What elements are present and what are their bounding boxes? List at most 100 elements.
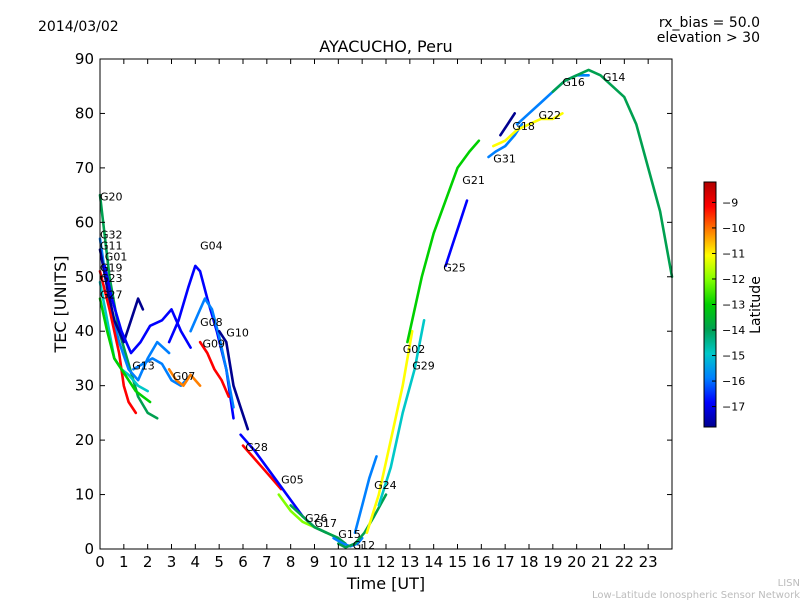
sat-label-g01: G01 [105,250,128,263]
colorbar-tick-label: −14 [722,324,745,337]
x-tick-label: 5 [214,553,224,571]
colorbar-tick-label: −17 [722,401,745,414]
plot-frame [99,58,673,550]
colorbar: −9 −10 −11 −12 −13 −14 −15 −16 −17 [703,181,745,428]
y-tick-label: 20 [75,431,94,449]
sat-label-g23: G23 [100,272,123,285]
series-g10 [217,329,250,431]
colorbar-tick-label: −13 [722,299,745,312]
series-g11 [98,248,145,344]
rx-bias-label: rx_bias = 50.0 [659,15,760,31]
x-tick-label: 12 [376,553,395,571]
series-g13 [132,357,192,388]
sat-label-g09: G09 [203,338,226,351]
x-tick-label: 2 [143,553,153,571]
sat-label-g08: G08 [200,316,223,329]
x-tick-label: 6 [238,553,248,571]
x-tick-label: 10 [329,553,348,571]
series-g28 [241,444,283,491]
x-tick-label: 16 [472,553,491,571]
x-tick-label: 21 [591,553,610,571]
x-tick-label: 9 [310,553,320,571]
colorbar-label: Latitude [748,276,764,334]
series-g24 [353,455,378,535]
colorbar-tick-label: −9 [722,196,738,209]
series-g29 [377,318,426,507]
sat-label-g22: G22 [539,109,562,122]
series-g07 [167,367,202,388]
colorbar-tick-label: −12 [722,273,745,286]
date-label: 2014/03/02 [38,19,119,35]
x-tick-label: 4 [191,553,201,571]
axes: 0 1 2 3 4 5 6 7 8 9 10 11 12 13 14 15 16 17 18 19 20 21 22 2301… [75,50,673,571]
series-g12 [336,493,388,549]
series-g22 [491,112,564,148]
colorbar-tick-label: −10 [722,222,745,235]
x-tick-label: 18 [519,553,538,571]
sat-label-g28: G28 [245,441,268,454]
x-tick-label: 0 [95,553,105,571]
sat-label-g21: G21 [462,174,485,187]
y-tick-label: 60 [75,213,94,231]
x-tick-label: 15 [448,553,467,571]
sat-label-g02: G02 [403,343,426,356]
sat-label-g12: G12 [353,539,376,552]
y-tick-label: 90 [75,50,94,68]
y-tick-label: 0 [84,540,94,558]
x-tick-label: 1 [119,553,129,571]
y-axis-label: TEC [UNITS] [51,256,70,354]
series-g21 [406,139,481,344]
sat-label-g24: G24 [374,479,397,492]
x-tick-label: 8 [286,553,296,571]
sat-label-g20: G20 [100,191,123,204]
x-tick-label: 13 [400,553,419,571]
series-g18 [499,112,517,137]
sat-label-g07: G07 [173,370,196,383]
sat-label-g05: G05 [281,474,304,487]
sat-label-g11: G11 [100,240,123,253]
x-tick-label: 17 [496,553,515,571]
x-tick-label: 7 [262,553,272,571]
x-tick-label: 11 [353,553,372,571]
x-tick-label: 19 [543,553,562,571]
series-layer [98,68,674,549]
x-tick-label: 14 [424,553,443,571]
colorbar-tick-label: −11 [722,247,745,260]
sat-label-g29: G29 [412,359,435,372]
y-tick-label: 40 [75,322,94,340]
y-tick-label: 30 [75,377,94,395]
sat-label-g18: G18 [512,120,535,133]
y-tick-label: 50 [75,268,94,286]
series-g09 [198,340,230,398]
sat-label-g19: G19 [100,261,123,274]
series-g27 [98,297,152,404]
y-tick-label: 80 [75,104,94,122]
x-tick-label: 20 [567,553,586,571]
x-tick-label: 3 [167,553,177,571]
x-tick-label: 23 [639,553,658,571]
x-tick-label: 22 [615,553,634,571]
credit-full: Low-Latitude Ionospheric Sensor Network [592,590,800,600]
series-g25 [444,199,469,268]
credit-short: LISN [778,578,800,589]
sat-label-g15: G15 [338,528,361,541]
series-g02 [365,329,414,535]
y-tick-label: 70 [75,159,94,177]
series-g01 [103,264,192,355]
sat-label-g16: G16 [562,76,585,89]
sat-label-g31: G31 [493,152,516,165]
sat-label-g17: G17 [315,517,338,530]
colorbar-tick-label: −15 [722,350,745,363]
chart-title: AYACUCHO, Peru [319,37,452,56]
colorbar-tick-label: −16 [722,375,745,388]
sat-label-g26: G26 [305,512,328,525]
sat-label-g13: G13 [132,359,155,372]
series-g14 [551,68,674,279]
series-g20 [98,193,159,420]
sat-label-g27: G27 [100,289,123,302]
sat-label-g14: G14 [603,71,626,84]
sat-label-g04: G04 [200,240,223,253]
series-g08 [189,297,235,409]
series-g17 [289,504,347,545]
x-axis-label: Time [UT] [346,574,425,593]
